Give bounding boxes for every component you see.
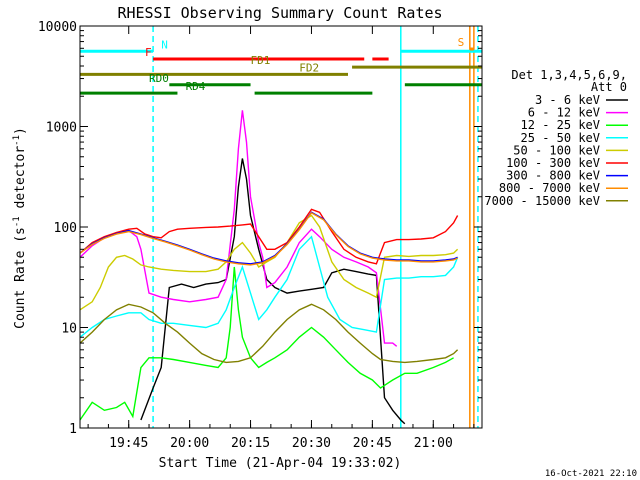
flag-label-rd0: RD0	[149, 72, 169, 85]
y-tick-label-3: 1000	[46, 121, 77, 136]
legend-entry-8: 7000 - 15000 keV	[484, 194, 600, 208]
flag-label-s: S	[458, 36, 465, 49]
x-axis-label: Start Time (21-Apr-04 19:33:02)	[159, 456, 402, 471]
series-line-4	[79, 214, 459, 311]
legend-entry-1: 6 - 12 keV	[528, 106, 600, 120]
flag-bars: NF S FD1 FD2 RD0 RD4	[80, 36, 482, 95]
series-line-3	[79, 235, 459, 338]
x-tick-label-4: 20:45	[353, 436, 392, 451]
y-axis-label-sup1: -1	[12, 216, 22, 227]
chart-title: RHESSI Observing Summary Count Rates	[117, 4, 442, 22]
y-tick-label-4: 10000	[38, 20, 77, 35]
plot-area	[79, 26, 479, 428]
legend-entry-6: 300 - 800 keV	[506, 169, 600, 183]
y-axis-label-base: Count Rate (s	[13, 227, 28, 329]
flag-label-n: N	[161, 38, 168, 51]
y-axis-label: Count Rate (s-1 detector-1)	[12, 127, 28, 329]
series-line-5	[79, 208, 459, 265]
flag-label-f: F	[145, 46, 152, 59]
legend-title-line1: Det 1,3,4,5,6,9,	[511, 68, 627, 82]
y-tick-label-0: 1	[69, 422, 77, 437]
legend-entry-5: 100 - 300 keV	[506, 156, 600, 170]
y-tick-label-2: 100	[54, 221, 77, 236]
series-line-8	[79, 303, 459, 364]
legend-title-line2: Att 0	[591, 80, 627, 94]
y-axis-label-end: )	[13, 127, 28, 135]
x-tick-label-5: 21:00	[414, 436, 453, 451]
tick-marks: 19:45 20:00 20:15 20:30 20:45 21:00 1 10 100 1000…	[38, 20, 482, 451]
series-line-1	[79, 110, 398, 347]
legend-entry-0: 3 - 6 keV	[535, 93, 600, 107]
y-axis-label-mid: detector	[13, 146, 28, 217]
legend-entry-4: 50 - 100 keV	[513, 143, 600, 157]
x-tick-label-3: 20:30	[292, 436, 331, 451]
series-line-7	[79, 211, 458, 266]
legend-entry-3: 25 - 50 keV	[521, 131, 600, 145]
legend-entry-2: 12 - 25 keV	[521, 118, 600, 132]
legend-entry-7: 800 - 7000 keV	[499, 181, 600, 195]
y-axis-label-sup2: -1	[12, 135, 22, 146]
x-tick-label-2: 20:15	[231, 436, 270, 451]
y-tick-label-1: 10	[61, 322, 77, 337]
x-tick-label-1: 20:00	[170, 436, 209, 451]
timestamp: 16-Oct-2021 22:10	[545, 469, 637, 479]
x-tick-label-0: 19:45	[109, 436, 148, 451]
flag-label-rd4: RD4	[186, 80, 206, 93]
flag-label-fd2: FD2	[299, 61, 319, 74]
flag-label-fd1: FD1	[251, 54, 271, 67]
